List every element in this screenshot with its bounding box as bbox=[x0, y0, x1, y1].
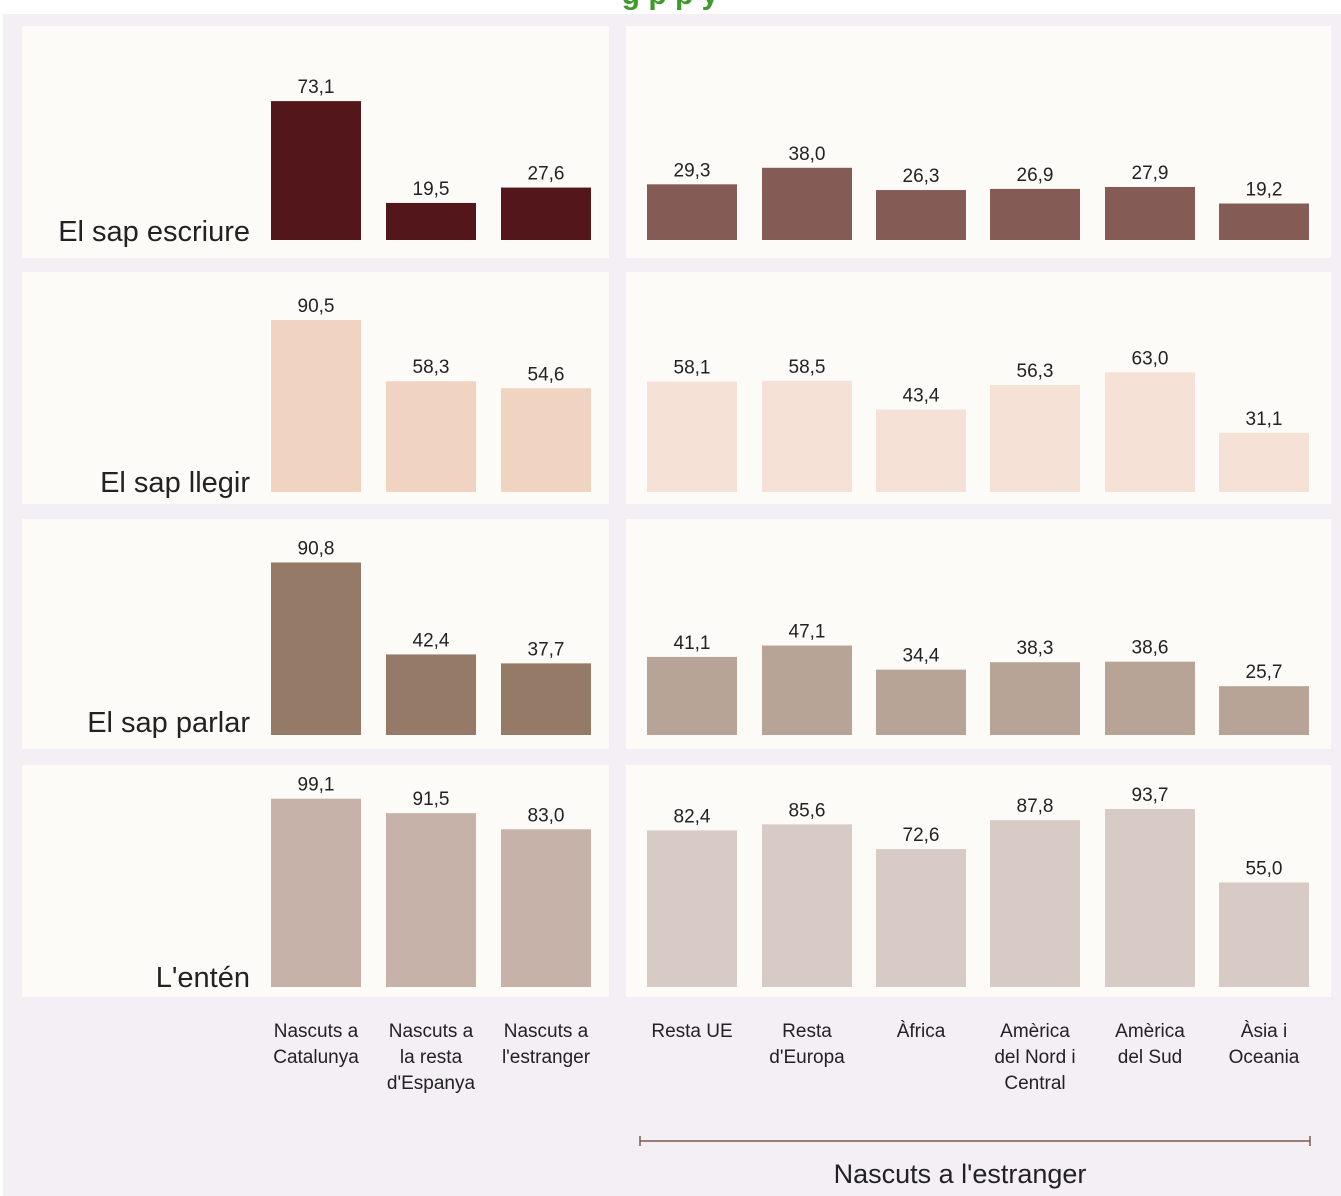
bar-el-sap-llegir-right-america-del-sud bbox=[1105, 372, 1195, 492]
value-label-el-sap-llegir-left-nascuts-a-l-estranger: 54,6 bbox=[528, 364, 565, 385]
value-label-el-sap-parlar-left-nascuts-a-l-estranger: 37,7 bbox=[528, 639, 565, 660]
value-label-el-sap-parlar-left-nascuts-a-catalunya: 90,8 bbox=[298, 538, 335, 559]
value-label-l-enten-right-africa: 72,6 bbox=[903, 825, 940, 846]
bar-el-sap-parlar-left-nascuts-a-l-estranger bbox=[501, 663, 591, 735]
category-label-resta-ue: Resta UE bbox=[651, 1021, 732, 1042]
bar-el-sap-parlar-right-resta-ue bbox=[647, 657, 737, 735]
bar-el-sap-llegir-left-nascuts-a-la-resta-d-espanya bbox=[386, 381, 476, 492]
bar-l-enten-right-america-del-sud bbox=[1105, 809, 1195, 987]
value-label-el-sap-escriure-right-resta-ue: 29,3 bbox=[674, 160, 711, 181]
bar-el-sap-parlar-right-america-del-sud bbox=[1105, 662, 1195, 735]
value-label-l-enten-right-resta-d-europa: 85,6 bbox=[789, 800, 826, 821]
bar-el-sap-parlar-left-nascuts-a-la-resta-d-espanya bbox=[386, 654, 476, 735]
value-label-l-enten-right-america-del-nord-i-central: 87,8 bbox=[1017, 796, 1054, 817]
value-label-el-sap-escriure-right-africa: 26,3 bbox=[903, 166, 940, 187]
value-label-el-sap-llegir-right-america-del-nord-i-central: 56,3 bbox=[1017, 361, 1054, 382]
bar-l-enten-right-resta-ue bbox=[647, 830, 737, 987]
bar-el-sap-parlar-right-asia-i-oceania bbox=[1219, 686, 1309, 735]
bar-el-sap-llegir-right-africa bbox=[876, 410, 966, 492]
value-label-el-sap-parlar-right-resta-ue: 41,1 bbox=[674, 633, 711, 654]
value-label-el-sap-llegir-left-nascuts-a-catalunya: 90,5 bbox=[298, 296, 335, 317]
value-label-el-sap-escriure-right-asia-i-oceania: 19,2 bbox=[1246, 180, 1283, 201]
bar-el-sap-parlar-right-resta-d-europa bbox=[762, 646, 852, 735]
bar-l-enten-right-america-del-nord-i-central bbox=[990, 820, 1080, 987]
value-label-el-sap-llegir-right-africa: 43,4 bbox=[903, 386, 940, 407]
bar-el-sap-escriure-left-nascuts-a-catalunya bbox=[271, 101, 361, 240]
value-label-el-sap-parlar-right-america-del-sud: 38,6 bbox=[1132, 638, 1169, 659]
value-label-el-sap-llegir-left-nascuts-a-la-resta-d-espanya: 58,3 bbox=[413, 357, 450, 378]
value-label-el-sap-escriure-left-nascuts-a-catalunya: 73,1 bbox=[298, 77, 335, 98]
category-label-america-del-nord-i-central: Amèrica del Nord i Central bbox=[994, 1021, 1075, 1094]
bar-el-sap-escriure-right-africa bbox=[876, 190, 966, 240]
bar-el-sap-llegir-right-america-del-nord-i-central bbox=[990, 385, 1080, 492]
value-label-el-sap-escriure-right-america-del-sud: 27,9 bbox=[1132, 163, 1169, 184]
value-label-l-enten-right-resta-ue: 82,4 bbox=[674, 806, 711, 827]
value-label-el-sap-llegir-right-resta-ue: 58,1 bbox=[674, 358, 711, 379]
bar-el-sap-llegir-right-asia-i-oceania bbox=[1219, 433, 1309, 492]
value-label-el-sap-parlar-right-asia-i-oceania: 25,7 bbox=[1246, 662, 1283, 683]
value-label-el-sap-parlar-left-nascuts-a-la-resta-d-espanya: 42,4 bbox=[413, 630, 450, 651]
row-label-el-sap-escriure: El sap escriure bbox=[58, 216, 250, 248]
value-label-el-sap-escriure-right-america-del-nord-i-central: 26,9 bbox=[1017, 165, 1054, 186]
bar-el-sap-llegir-left-nascuts-a-l-estranger bbox=[501, 388, 591, 492]
row-label-el-sap-parlar: El sap parlar bbox=[87, 707, 250, 739]
bar-l-enten-right-africa bbox=[876, 849, 966, 987]
value-label-el-sap-escriure-left-nascuts-a-l-estranger: 27,6 bbox=[528, 164, 565, 185]
value-label-el-sap-llegir-right-resta-d-europa: 58,5 bbox=[789, 357, 826, 378]
bar-l-enten-right-asia-i-oceania bbox=[1219, 883, 1309, 988]
value-label-l-enten-right-asia-i-oceania: 55,0 bbox=[1246, 859, 1283, 880]
value-label-el-sap-parlar-right-africa: 34,4 bbox=[903, 646, 940, 667]
bar-el-sap-escriure-right-resta-ue bbox=[647, 184, 737, 240]
group-label: Nascuts a l'estranger bbox=[834, 1159, 1087, 1189]
value-label-el-sap-llegir-right-america-del-sud: 63,0 bbox=[1132, 348, 1169, 369]
bar-el-sap-escriure-right-america-del-sud bbox=[1105, 187, 1195, 240]
bar-el-sap-parlar-left-nascuts-a-catalunya bbox=[271, 562, 361, 735]
bar-el-sap-escriure-left-nascuts-a-la-resta-d-espanya bbox=[386, 203, 476, 240]
bar-l-enten-right-resta-d-europa bbox=[762, 824, 852, 987]
bar-el-sap-escriure-right-america-del-nord-i-central bbox=[990, 189, 1080, 240]
bar-l-enten-left-nascuts-a-la-resta-d-espanya bbox=[386, 813, 476, 987]
bar-el-sap-escriure-right-asia-i-oceania bbox=[1219, 204, 1309, 240]
bar-el-sap-llegir-left-nascuts-a-catalunya bbox=[271, 320, 361, 492]
bar-l-enten-left-nascuts-a-catalunya bbox=[271, 799, 361, 987]
value-label-el-sap-parlar-right-america-del-nord-i-central: 38,3 bbox=[1017, 638, 1054, 659]
value-label-l-enten-left-nascuts-a-catalunya: 99,1 bbox=[298, 775, 335, 796]
bar-l-enten-left-nascuts-a-l-estranger bbox=[501, 829, 591, 987]
value-label-el-sap-llegir-right-asia-i-oceania: 31,1 bbox=[1246, 409, 1283, 430]
bar-el-sap-llegir-right-resta-d-europa bbox=[762, 381, 852, 492]
bar-el-sap-escriure-left-nascuts-a-l-estranger bbox=[501, 188, 591, 240]
category-label-africa: Àfrica bbox=[897, 1021, 946, 1042]
bar-el-sap-llegir-right-resta-ue bbox=[647, 382, 737, 492]
value-label-el-sap-escriure-left-nascuts-a-la-resta-d-espanya: 19,5 bbox=[413, 179, 450, 200]
bar-el-sap-escriure-right-resta-d-europa bbox=[762, 168, 852, 240]
bar-el-sap-parlar-right-africa bbox=[876, 670, 966, 735]
value-label-el-sap-escriure-right-resta-d-europa: 38,0 bbox=[789, 144, 826, 165]
value-label-l-enten-left-nascuts-a-l-estranger: 83,0 bbox=[528, 805, 565, 826]
row-label-el-sap-llegir: El sap llegir bbox=[100, 467, 250, 499]
value-label-l-enten-left-nascuts-a-la-resta-d-espanya: 91,5 bbox=[413, 789, 450, 810]
value-label-l-enten-right-america-del-sud: 93,7 bbox=[1132, 785, 1169, 806]
value-label-el-sap-parlar-right-resta-d-europa: 47,1 bbox=[789, 622, 826, 643]
row-label-l-enten: L'entén bbox=[156, 962, 250, 994]
bar-el-sap-parlar-right-america-del-nord-i-central bbox=[990, 662, 1080, 735]
